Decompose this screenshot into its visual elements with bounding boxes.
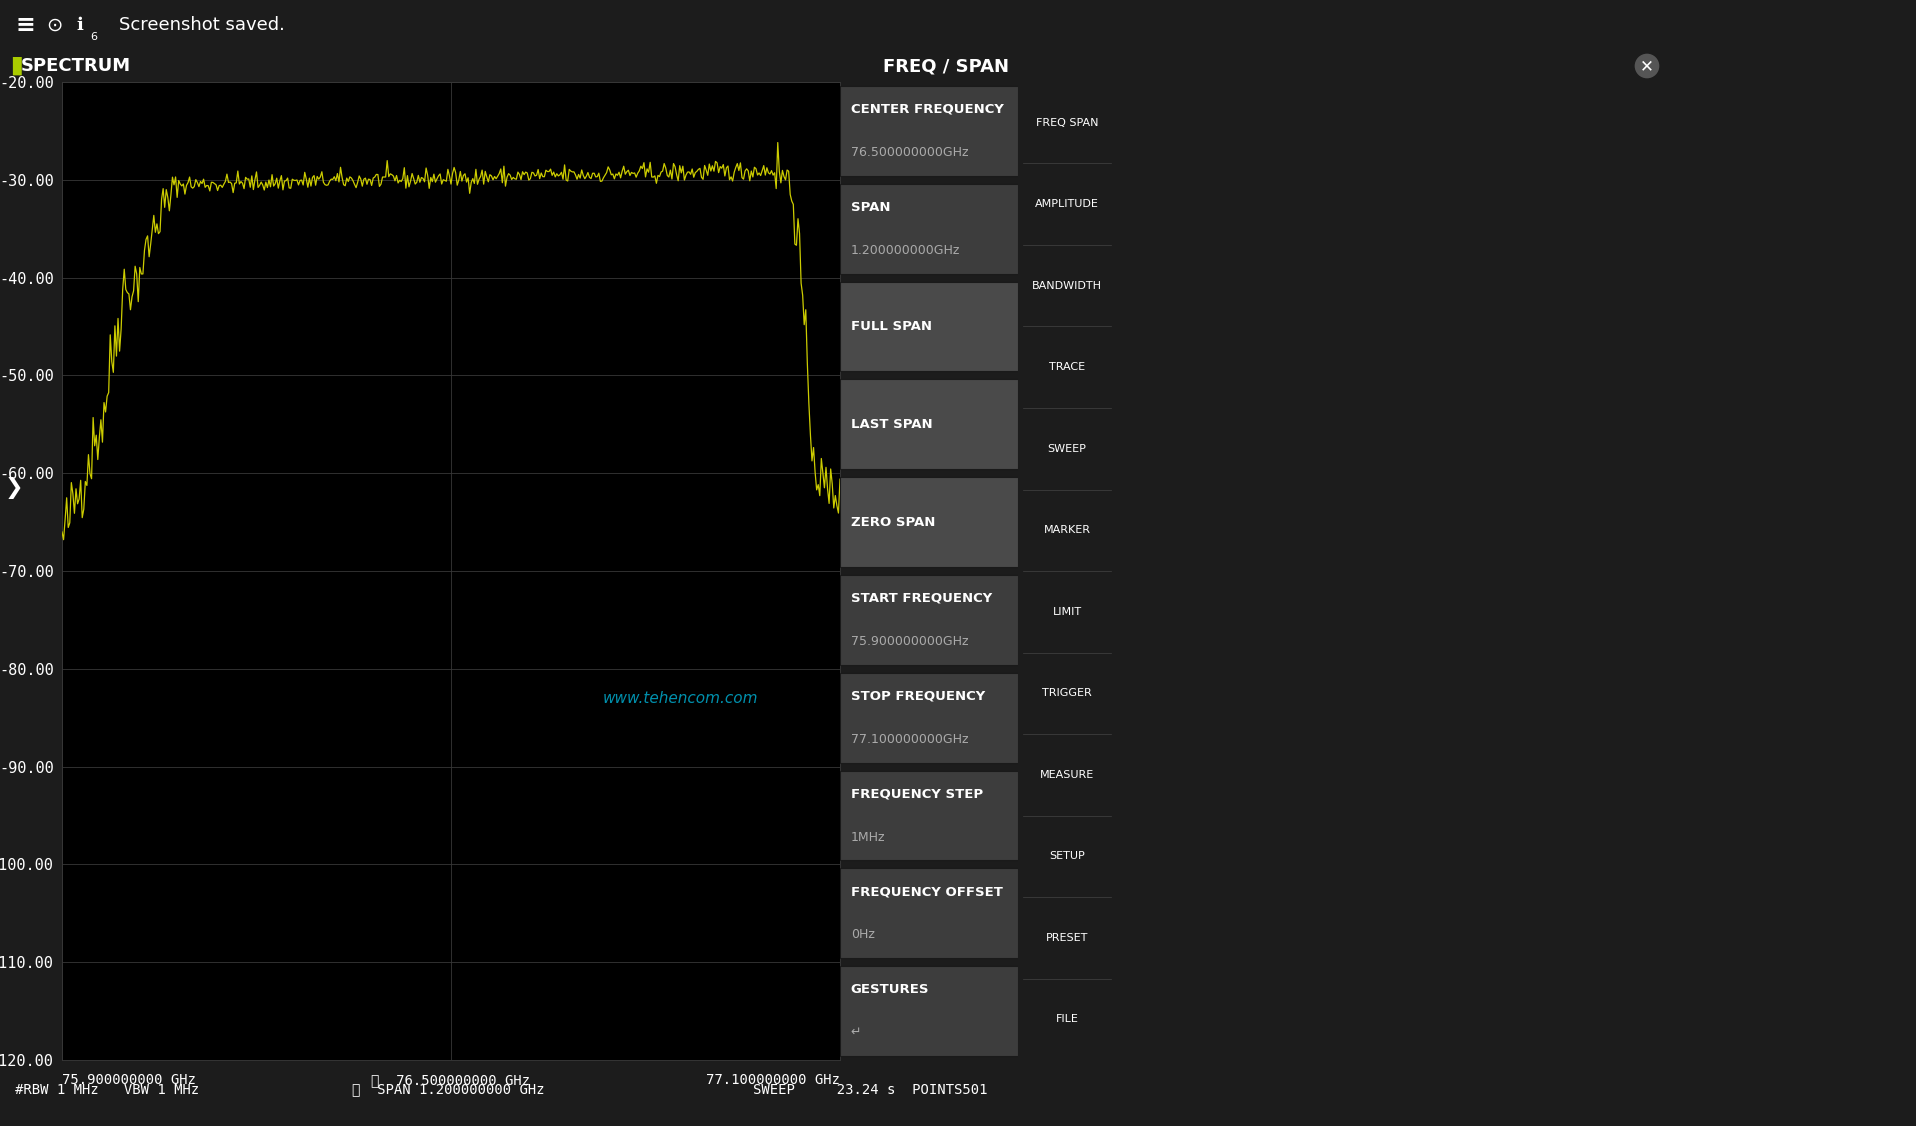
Text: ▋: ▋ <box>13 56 27 75</box>
Text: 1MHz: 1MHz <box>851 831 885 843</box>
Text: ↵: ↵ <box>851 1026 860 1039</box>
Text: FULL SPAN: FULL SPAN <box>851 320 931 333</box>
Bar <box>839 966 1017 1056</box>
Text: SPAN: SPAN <box>851 200 891 214</box>
Text: MEASURE: MEASURE <box>1040 770 1094 779</box>
Text: FREQUENCY OFFSET: FREQUENCY OFFSET <box>851 885 1002 899</box>
Text: 77.100000000 GHz: 77.100000000 GHz <box>705 1073 839 1087</box>
Text: SPECTRUM: SPECTRUM <box>21 57 130 75</box>
Text: ✕: ✕ <box>1640 57 1654 75</box>
Text: PRESET: PRESET <box>1046 932 1088 942</box>
Text: AMPLITUDE: AMPLITUDE <box>1035 199 1100 209</box>
Text: GESTURES: GESTURES <box>851 983 929 997</box>
Text: Screenshot saved.: Screenshot saved. <box>119 16 285 34</box>
Text: MARKER: MARKER <box>1044 525 1090 535</box>
Text: START FREQUENCY: START FREQUENCY <box>851 592 992 605</box>
Text: FILE: FILE <box>1056 1015 1079 1025</box>
Text: FREQ / SPAN: FREQ / SPAN <box>883 57 1010 75</box>
Text: FREQUENCY STEP: FREQUENCY STEP <box>851 787 983 801</box>
Text: ❯: ❯ <box>4 477 23 499</box>
Text: ℹ: ℹ <box>77 16 84 34</box>
Text: 6: 6 <box>90 33 98 43</box>
Text: SWEEP: SWEEP <box>1048 444 1086 454</box>
Text: SETUP: SETUP <box>1050 851 1084 861</box>
Text: #RBW 1 MHz   VBW 1 MHz: #RBW 1 MHz VBW 1 MHz <box>15 1083 199 1097</box>
Text: LAST SPAN: LAST SPAN <box>851 418 933 431</box>
Text: 🔒  SPAN 1.200000000 GHz: 🔒 SPAN 1.200000000 GHz <box>353 1083 544 1097</box>
Text: ZERO SPAN: ZERO SPAN <box>851 516 935 528</box>
Text: CENTER FREQUENCY: CENTER FREQUENCY <box>851 102 1004 116</box>
Text: SWEEP     23.24 s  POINTS501: SWEEP 23.24 s POINTS501 <box>753 1083 987 1097</box>
Text: TRIGGER: TRIGGER <box>1042 688 1092 698</box>
Text: FREQ SPAN: FREQ SPAN <box>1037 118 1098 127</box>
Bar <box>839 379 1017 470</box>
Bar <box>839 575 1017 664</box>
Text: 75.900000000 GHz: 75.900000000 GHz <box>61 1073 195 1087</box>
Text: 0Hz: 0Hz <box>851 928 874 941</box>
Bar <box>839 672 1017 762</box>
Bar <box>839 282 1017 372</box>
Bar <box>839 868 1017 958</box>
Text: 1.200000000GHz: 1.200000000GHz <box>851 243 960 257</box>
Text: STOP FREQUENCY: STOP FREQUENCY <box>851 690 985 703</box>
Text: LIMIT: LIMIT <box>1052 607 1081 617</box>
Bar <box>839 184 1017 274</box>
Text: 🔒  76.500000000 GHz: 🔒 76.500000000 GHz <box>372 1073 531 1087</box>
Text: ≡: ≡ <box>15 14 34 37</box>
Bar <box>839 477 1017 568</box>
Bar <box>839 770 1017 860</box>
Text: ⊙: ⊙ <box>46 16 63 35</box>
Bar <box>839 86 1017 176</box>
Text: www.tehencom.com: www.tehencom.com <box>604 690 759 706</box>
Text: BANDWIDTH: BANDWIDTH <box>1033 280 1102 291</box>
Text: 76.500000000GHz: 76.500000000GHz <box>851 146 968 159</box>
Text: TRACE: TRACE <box>1048 363 1084 373</box>
Text: 77.100000000GHz: 77.100000000GHz <box>851 733 968 745</box>
Text: 75.900000000GHz: 75.900000000GHz <box>851 635 968 647</box>
